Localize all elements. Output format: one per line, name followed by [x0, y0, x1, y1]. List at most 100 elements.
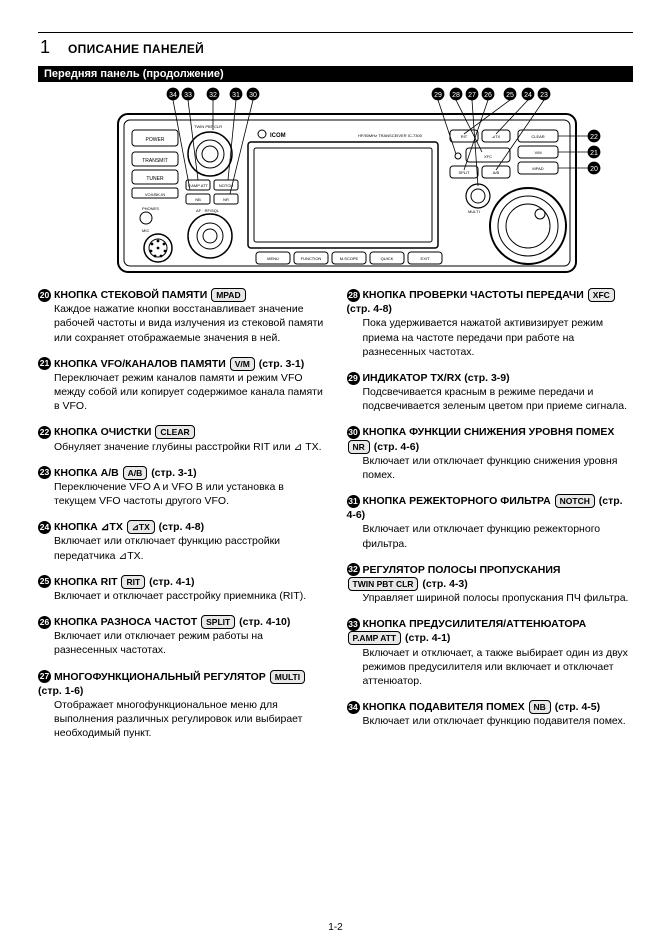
subheader: Передняя панель (продолжение)	[38, 66, 633, 82]
item-number-badge: 30	[347, 426, 360, 439]
item-number-badge: 26	[38, 616, 51, 629]
page-reference: (стр. 3-1)	[259, 358, 304, 370]
svg-text:MPAD: MPAD	[532, 166, 543, 171]
svg-text:M.SCOPE: M.SCOPE	[340, 256, 359, 261]
svg-text:CLEAR: CLEAR	[531, 134, 544, 139]
description-item: 29ИНДИКАТОР TX/RX (стр. 3-9)Подсвечивает…	[347, 371, 634, 414]
svg-text:HF/50MHz TRANSCEIVER IC-7300: HF/50MHz TRANSCEIVER IC-7300	[358, 133, 423, 138]
item-heading: 20КНОПКА СТЕКОВОЙ ПАМЯТИ MPAD	[38, 288, 325, 302]
svg-text:31: 31	[232, 92, 240, 99]
item-heading: 23КНОПКА A/B A/B (стр. 3-1)	[38, 466, 325, 480]
item-heading: 28КНОПКА ПРОВЕРКИ ЧАСТОТЫ ПЕРЕДАЧИ XFC (…	[347, 288, 634, 316]
description-item: 21КНОПКА VFO/КАНАЛОВ ПАМЯТИ V/M (стр. 3-…	[38, 357, 325, 414]
item-body: Включает или отключает функцию режекторн…	[347, 522, 634, 550]
page-reference: (стр. 4-1)	[405, 632, 450, 644]
svg-text:22: 22	[590, 134, 598, 141]
svg-text:24: 24	[524, 92, 532, 99]
svg-text:27: 27	[468, 92, 476, 99]
svg-text:34: 34	[169, 92, 177, 99]
item-title: ИНДИКАТОР TX/RX	[363, 372, 462, 384]
item-body: Включает и отключает, а также выбирает о…	[347, 646, 634, 689]
item-body: Включает или отключает режим работы на р…	[38, 629, 325, 657]
description-item: 24КНОПКА ⊿TX ⊿TX (стр. 4-8)Включает или …	[38, 520, 325, 563]
description-item: 32РЕГУЛЯТОР ПОЛОСЫ ПРОПУСКАНИЯ TWIN PBT …	[347, 563, 634, 606]
svg-text:MENU: MENU	[267, 256, 279, 261]
keycap-label: NB	[529, 700, 551, 714]
keycap-label: ⊿TX	[127, 520, 155, 534]
item-title: КНОПКА ПРОВЕРКИ ЧАСТОТЫ ПЕРЕДАЧИ	[363, 289, 584, 301]
description-item: 27МНОГОФУНКЦИОНАЛЬНЫЙ РЕГУЛЯТОР MULTI (с…	[38, 670, 325, 741]
keycap-label: RIT	[121, 575, 145, 589]
page-reference: (стр. 4-3)	[422, 578, 467, 590]
keycap-label: NOTCH	[555, 494, 595, 508]
item-body: Включает или отключает функцию снижения …	[347, 454, 634, 482]
item-body: Подсвечивается красным в режиме передачи…	[347, 385, 634, 413]
keycap-label: NR	[348, 440, 370, 454]
item-body: Управляет шириной полосы пропускания ПЧ …	[347, 591, 634, 605]
description-item: 22КНОПКА ОЧИСТКИ CLEARОбнуляет значение …	[38, 425, 325, 453]
item-title: КНОПКА VFO/КАНАЛОВ ПАМЯТИ	[54, 358, 226, 370]
svg-text:32: 32	[209, 92, 217, 99]
svg-text:23: 23	[540, 92, 548, 99]
item-heading: 26КНОПКА РАЗНОСА ЧАСТОТ SPLIT (стр. 4-10…	[38, 615, 325, 629]
item-number-badge: 28	[347, 289, 360, 302]
svg-text:TWIN PBT CLR: TWIN PBT CLR	[194, 124, 222, 129]
item-heading: 31КНОПКА РЕЖЕКТОРНОГО ФИЛЬТРА NOTCH (стр…	[347, 494, 634, 522]
item-number-badge: 31	[347, 495, 360, 508]
page-reference: (стр. 1-6)	[38, 685, 83, 697]
svg-text:29: 29	[434, 92, 442, 99]
svg-text:QUICK: QUICK	[381, 256, 394, 261]
section-number: 1	[40, 37, 50, 58]
keycap-label: MPAD	[211, 288, 245, 302]
svg-text:XFC: XFC	[484, 154, 492, 159]
description-item: 34КНОПКА ПОДАВИТЕЛЯ ПОМЕХ NB (стр. 4-5)В…	[347, 700, 634, 728]
item-heading: 24КНОПКА ⊿TX ⊿TX (стр. 4-8)	[38, 520, 325, 534]
keycap-label: TWIN PBT CLR	[348, 577, 419, 591]
item-body: Переключает режим каналов памяти и режим…	[38, 371, 325, 414]
svg-text:21: 21	[590, 150, 598, 157]
page-reference: (стр. 3-9)	[464, 372, 509, 384]
item-number-badge: 29	[347, 372, 360, 385]
description-item: 20КНОПКА СТЕКОВОЙ ПАМЯТИ MPADКаждое нажа…	[38, 288, 325, 345]
item-heading: 34КНОПКА ПОДАВИТЕЛЯ ПОМЕХ NB (стр. 4-5)	[347, 700, 634, 714]
item-title: КНОПКА ФУНКЦИИ СНИЖЕНИЯ УРОВНЯ ПОМЕХ	[363, 426, 615, 438]
keycap-label: P.AMP ATT	[348, 631, 402, 645]
item-heading: 32РЕГУЛЯТОР ПОЛОСЫ ПРОПУСКАНИЯ TWIN PBT …	[347, 563, 634, 591]
description-item: 30КНОПКА ФУНКЦИИ СНИЖЕНИЯ УРОВНЯ ПОМЕХ N…	[347, 425, 634, 482]
item-title: МНОГОФУНКЦИОНАЛЬНЫЙ РЕГУЛЯТОР	[54, 671, 266, 683]
item-title: КНОПКА СТЕКОВОЙ ПАМЯТИ	[54, 289, 207, 301]
svg-text:TUNER: TUNER	[146, 176, 164, 182]
item-body: Включает или отключает функцию подавител…	[347, 714, 634, 728]
item-body: Отображает многофункциональное меню для …	[38, 698, 325, 741]
item-body: Переключение VFO A и VFO B или установка…	[38, 480, 325, 508]
svg-text:33: 33	[184, 92, 192, 99]
item-number-badge: 33	[347, 618, 360, 631]
svg-text:FUNCTION: FUNCTION	[301, 256, 322, 261]
svg-text:⊿TX: ⊿TX	[492, 134, 501, 139]
svg-text:ICOM: ICOM	[270, 133, 286, 139]
svg-text:25: 25	[506, 92, 514, 99]
keycap-label: MULTI	[270, 670, 305, 684]
radio-panel-diagram: POWER TRANSMIT TUNER VOX/BK-IN PHONES MI…	[38, 86, 633, 276]
item-number-badge: 34	[347, 701, 360, 714]
keycap-label: SPLIT	[201, 615, 235, 629]
svg-text:V/M: V/M	[534, 150, 541, 155]
item-body: Обнуляет значение глубины расстройки RIT…	[38, 440, 325, 454]
item-number-badge: 24	[38, 521, 51, 534]
page-reference: (стр. 3-1)	[151, 467, 196, 479]
item-body: Пока удерживается нажатой активизирует р…	[347, 316, 634, 359]
description-item: 33КНОПКА ПРЕДУСИЛИТЕЛЯ/АТТЕНЮАТОРА P.AMP…	[347, 617, 634, 688]
item-number-badge: 22	[38, 426, 51, 439]
page-reference: (стр. 4-10)	[239, 616, 290, 628]
svg-text:TRANSMIT: TRANSMIT	[142, 158, 168, 164]
page-reference: (стр. 4-6)	[374, 441, 419, 453]
section-title: ОПИСАНИЕ ПАНЕЛЕЙ	[68, 42, 204, 56]
item-title: КНОПКА ОЧИСТКИ	[54, 426, 151, 438]
item-body: Включает или отключает функцию расстройк…	[38, 534, 325, 562]
item-title: КНОПКА ПОДАВИТЕЛЯ ПОМЕХ	[363, 701, 525, 713]
item-body: Каждое нажатие кнопки восстанавливает зн…	[38, 302, 325, 345]
item-title: КНОПКА РАЗНОСА ЧАСТОТ	[54, 616, 197, 628]
item-title: КНОПКА RIT	[54, 576, 118, 588]
item-heading: 22КНОПКА ОЧИСТКИ CLEAR	[38, 425, 325, 439]
svg-text:26: 26	[484, 92, 492, 99]
